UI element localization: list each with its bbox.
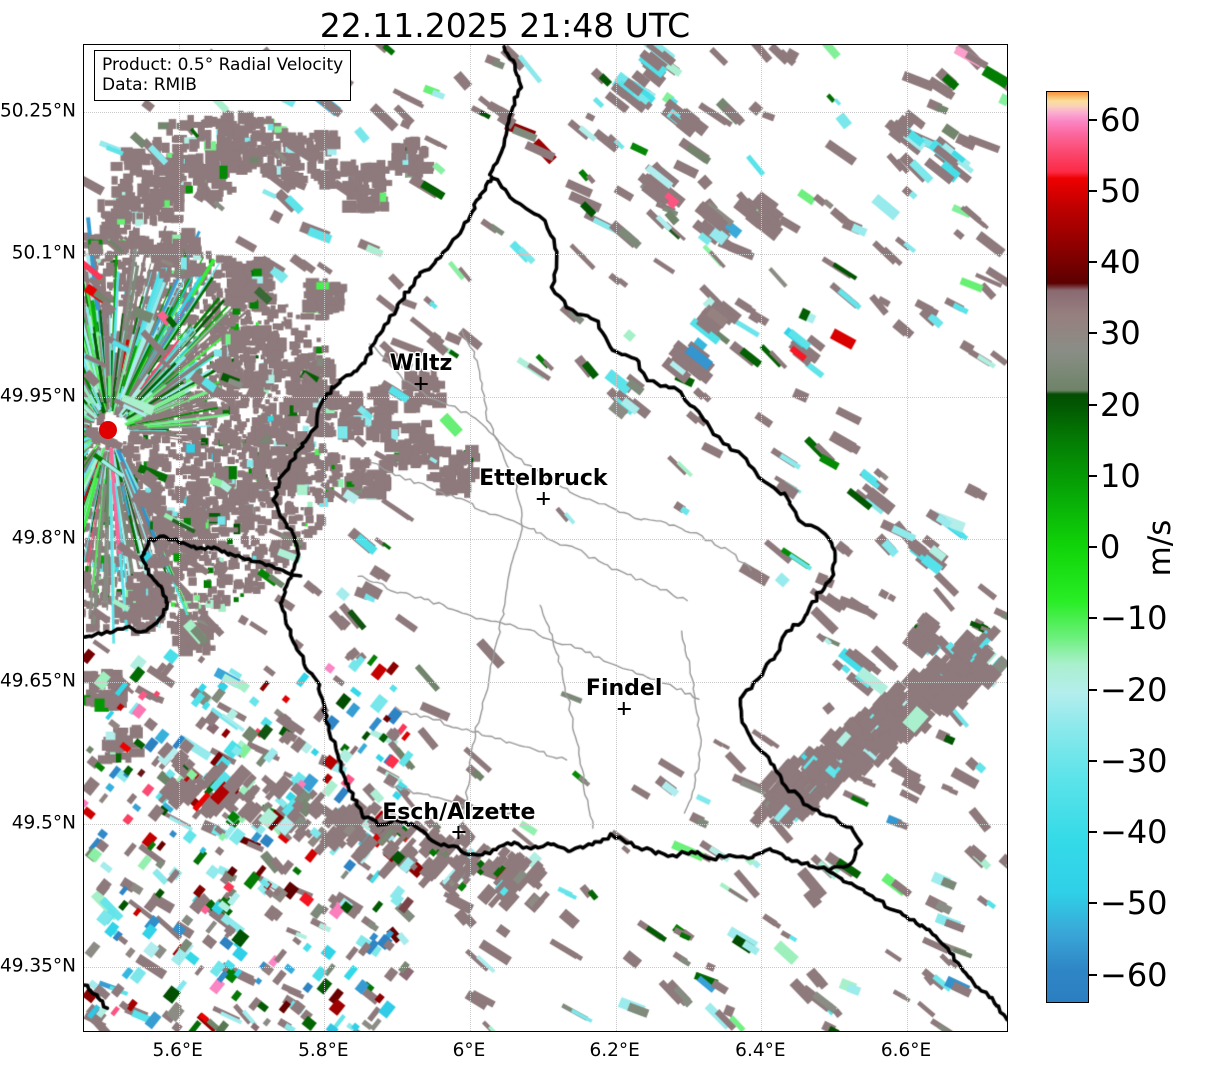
colorbar-tick-label: 40 <box>1100 243 1141 281</box>
colorbar-tick-label: 30 <box>1100 314 1141 353</box>
colorbar-tick-label: −60 <box>1100 955 1168 994</box>
y-axis-tick-label: 49.8°N <box>11 527 76 549</box>
colorbar-tick-label: 60 <box>1100 100 1141 139</box>
colorbar-tick-mark <box>1089 973 1097 976</box>
x-axis-tick-label: 6°E <box>452 1040 486 1061</box>
data-source-label: Data: RMIB <box>102 75 197 95</box>
y-axis-tick-label: 49.95°N <box>0 385 76 406</box>
x-axis-tick-label: 5.6°E <box>152 1040 203 1061</box>
y-axis-tick-label: 49.5°N <box>11 812 76 834</box>
y-axis-tick-label: 49.35°N <box>0 955 76 976</box>
y-axis-tick-label: 50.1°N <box>11 242 76 264</box>
product-label: Product: 0.5° Radial Velocity <box>102 55 344 75</box>
product-info-box: Product: 0.5° Radial Velocity Data: RMIB <box>94 50 352 101</box>
colorbar-tick-mark <box>1089 688 1097 691</box>
y-axis-tick-label: 49.65°N <box>0 670 76 691</box>
colorbar-gradient <box>1047 92 1088 1002</box>
colorbar <box>1046 91 1089 1003</box>
colorbar-tick-mark <box>1089 332 1097 335</box>
colorbar-tick-mark <box>1089 118 1097 121</box>
x-axis-tick-label: 5.8°E <box>298 1040 349 1061</box>
colorbar-tick-label: −50 <box>1100 884 1168 923</box>
colorbar-tick-mark <box>1089 546 1097 548</box>
colorbar-tick-label: −10 <box>1100 599 1168 638</box>
map-plot-area[interactable] <box>83 44 1008 1032</box>
colorbar-tick-mark <box>1089 759 1097 762</box>
colorbar-tick-mark <box>1089 403 1097 406</box>
colorbar-tick-label: −30 <box>1100 741 1168 780</box>
radar-site-marker <box>99 420 118 439</box>
colorbar-tick-mark <box>1089 902 1097 905</box>
page-title: 22.11.2025 21:48 UTC <box>319 6 691 45</box>
x-axis-tick-label: 6.2°E <box>589 1040 640 1061</box>
colorbar-tick-label: −20 <box>1100 670 1168 709</box>
x-axis-tick-label: 6.4°E <box>735 1040 786 1061</box>
colorbar-tick-mark <box>1089 831 1097 833</box>
colorbar-tick-mark <box>1089 617 1097 620</box>
x-axis-tick-label: 6.6°E <box>880 1040 932 1061</box>
colorbar-tick-label: 50 <box>1100 171 1141 210</box>
colorbar-unit-label: m/s <box>1142 519 1178 577</box>
colorbar-tick-label: 10 <box>1100 456 1141 495</box>
colorbar-tick-mark <box>1089 474 1097 477</box>
colorbar-tick-label: 0 <box>1100 528 1121 566</box>
colorbar-tick-label: 20 <box>1100 385 1141 424</box>
radar-echo-canvas <box>84 45 1007 1031</box>
colorbar-tick-mark <box>1089 189 1097 192</box>
colorbar-tick-mark <box>1089 261 1097 263</box>
y-axis-tick-label: 50.25°N <box>0 100 76 121</box>
colorbar-tick-label: −40 <box>1100 813 1168 851</box>
